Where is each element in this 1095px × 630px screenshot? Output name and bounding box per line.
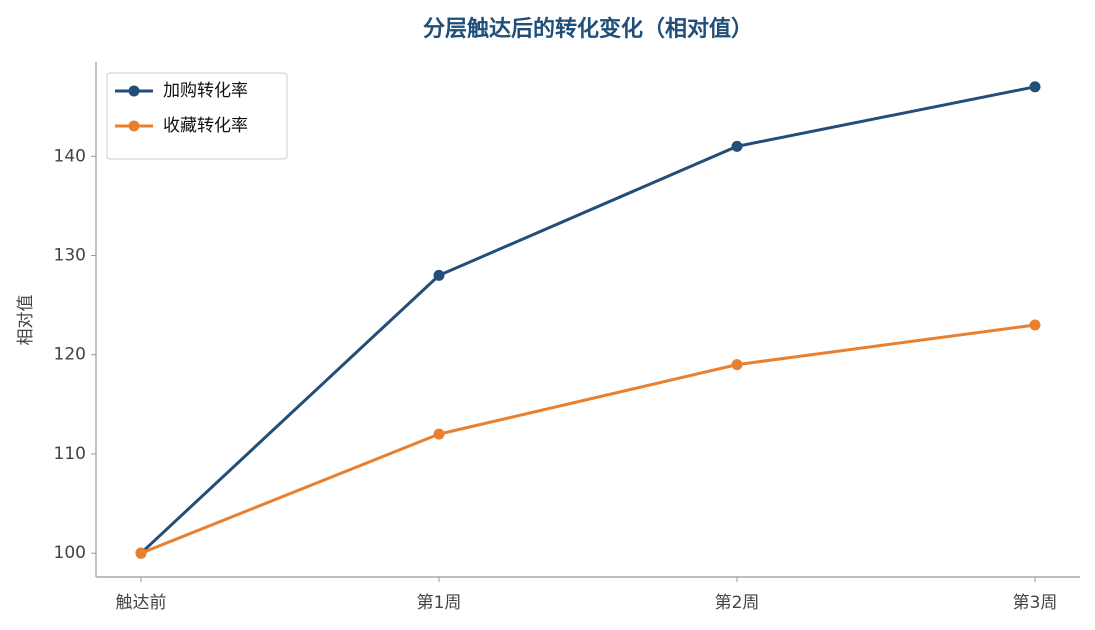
point — [1029, 81, 1041, 93]
point — [433, 269, 445, 281]
x-tick-label: 第3周 — [1013, 593, 1058, 613]
series-line — [139, 85, 1036, 555]
legend-box — [106, 72, 288, 160]
legend-label: 加购转化率 — [163, 81, 248, 101]
x-tick-label: 触达前 — [116, 593, 167, 613]
series-line — [140, 323, 1036, 555]
point — [731, 140, 743, 152]
chart-title: 分层触达后的转化变化（相对值） — [423, 16, 753, 42]
y-tick-label: 130 — [54, 245, 86, 265]
y-tick-label: 100 — [54, 543, 86, 563]
legend-marker — [128, 85, 140, 97]
point — [731, 359, 743, 371]
y-axis-label: 相对值 — [16, 295, 36, 346]
y-tick-label: 140 — [54, 146, 86, 166]
x-tick-label: 第2周 — [715, 593, 760, 613]
y-tick-label: 110 — [54, 444, 86, 464]
y-tick-label: 120 — [54, 345, 86, 365]
x-tick-label: 第1周 — [417, 593, 462, 613]
legend-marker — [128, 120, 140, 132]
point — [1029, 319, 1041, 331]
point — [433, 428, 445, 440]
legend-label: 收藏转化率 — [163, 116, 248, 136]
point — [135, 547, 147, 559]
